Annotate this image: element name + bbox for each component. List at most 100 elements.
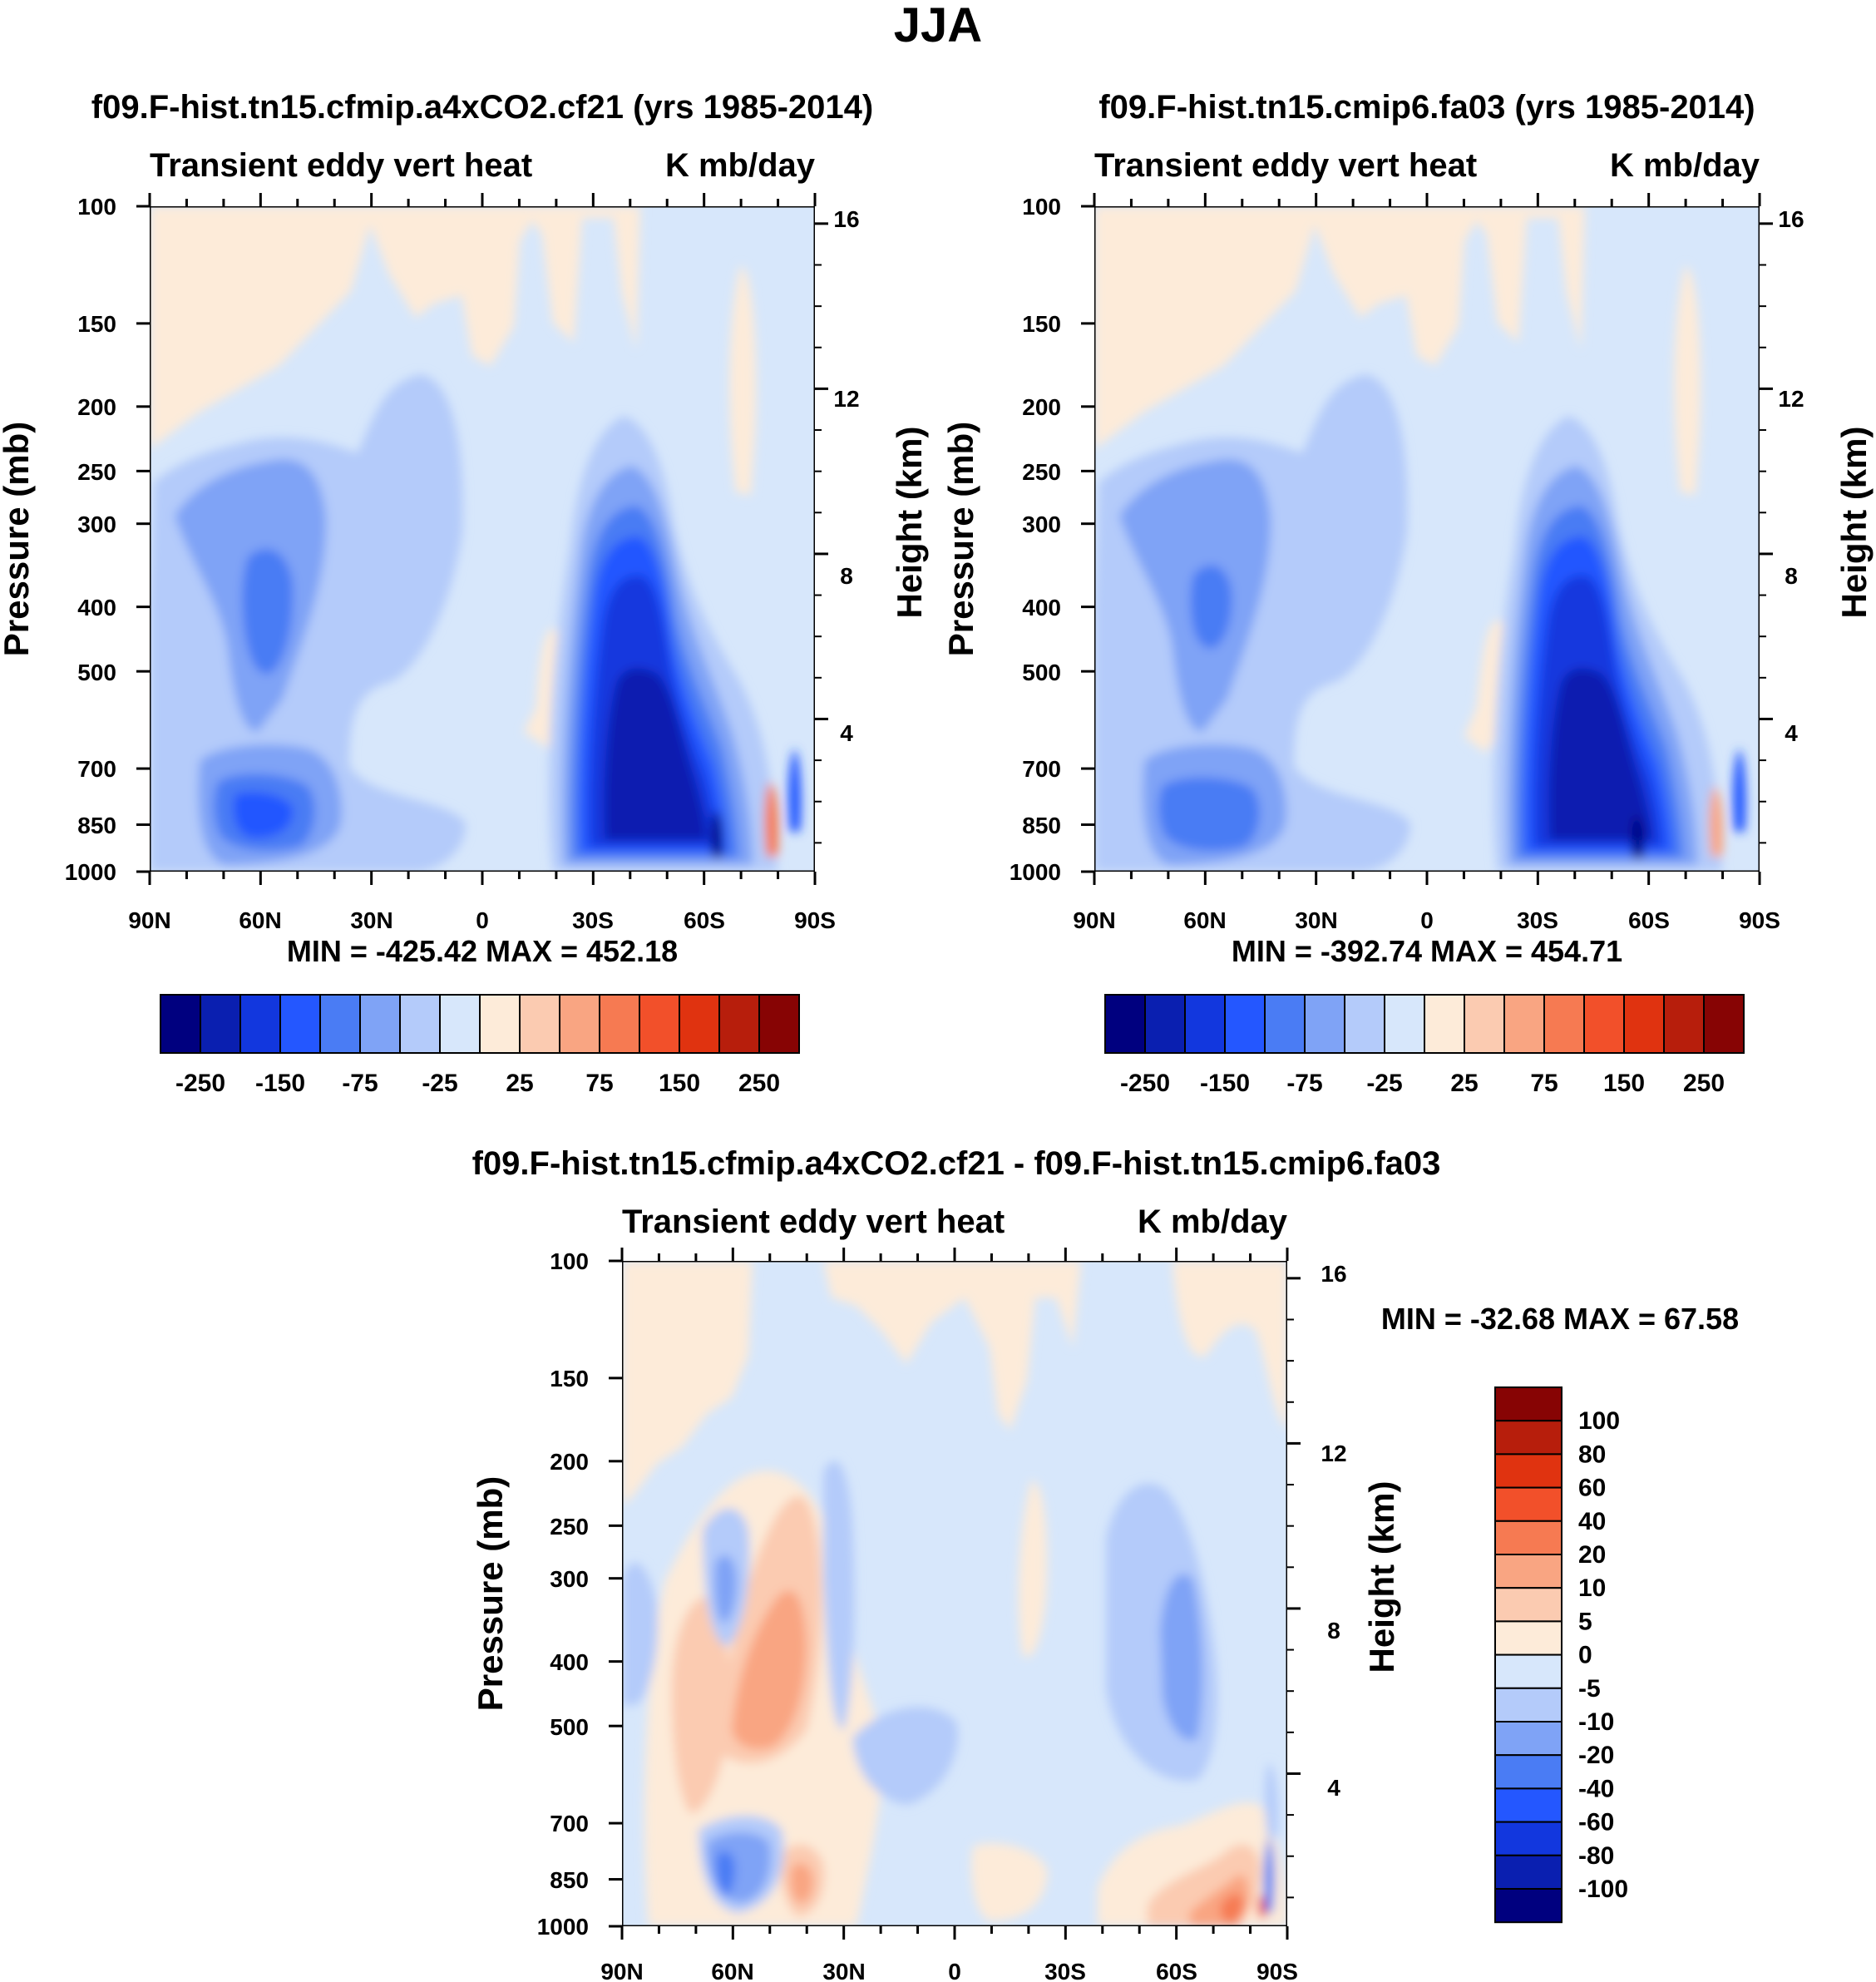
colorbar-swatch xyxy=(679,994,720,1054)
contour-lowlevel-b3 xyxy=(1158,777,1260,851)
x-tick-label: 90S xyxy=(794,907,836,933)
figure-title: JJA xyxy=(894,0,982,52)
colorbar-swatch xyxy=(1264,994,1306,1054)
y-tick-label: 850 xyxy=(77,813,116,838)
x-tick-label: 30N xyxy=(822,1959,865,1982)
contour-pos-polar-l4 xyxy=(1220,1893,1243,1923)
colorbar-swatch xyxy=(1424,994,1465,1054)
panel-a-y-right-axis: 16 12 8 4 Height (km) xyxy=(833,206,929,746)
panel-b-y-axis: 100 150 200 250 300 400 500 700 850 1000… xyxy=(941,194,1061,885)
colorbar-label: -75 xyxy=(342,1070,378,1097)
colorbar-swatch xyxy=(1494,1754,1563,1790)
y-right-axis-label: Height (km) xyxy=(890,427,929,619)
panel-a-stats: MIN = -425.42 MAX = 452.18 xyxy=(287,934,678,968)
panel-a-colorbar: -250 -150 -75 -25 25 75 150 250 xyxy=(160,994,800,1097)
colorbar-swatch xyxy=(1494,1620,1563,1656)
x-tick-label: 90N xyxy=(600,1959,643,1982)
colorbar-label: 25 xyxy=(1450,1070,1478,1097)
y-tick-label: 300 xyxy=(1022,512,1061,537)
contour-pos-lower-cell-l3 xyxy=(790,1863,813,1904)
panel-c-stats: MIN = -32.68 MAX = 67.58 xyxy=(1381,1302,1739,1336)
panel-b-y-right-axis: 16 12 8 4 Height (km) xyxy=(1778,206,1874,746)
colorbar-swatch xyxy=(1494,1687,1563,1723)
height-tick-label: 8 xyxy=(1785,563,1798,589)
panel-b-colorbar: -250 -150 -75 -25 25 75 150 250 xyxy=(1104,994,1745,1097)
colorbar-swatch xyxy=(200,994,241,1054)
contour-positive-upper xyxy=(150,206,640,449)
colorbar-swatch xyxy=(1503,994,1545,1054)
contour-neg-polar-edge-top xyxy=(1265,1763,1278,1838)
field-shapes xyxy=(150,206,802,872)
contour-positive-upper-left xyxy=(622,1261,753,1505)
colorbar-swatch xyxy=(758,994,800,1054)
x-tick-label: 0 xyxy=(948,1959,961,1982)
contour-positive-lower-mid xyxy=(971,1843,1048,1921)
axis-ticks xyxy=(136,193,828,885)
y-tick-label: 200 xyxy=(1022,394,1061,420)
colorbar-swatch xyxy=(239,994,281,1054)
colorbar-swatch xyxy=(1583,994,1625,1054)
colorbar-swatch xyxy=(1494,1721,1563,1757)
y-tick-label: 200 xyxy=(77,394,116,420)
colorbar-label: 250 xyxy=(738,1070,780,1097)
colorbar-swatch xyxy=(1543,994,1585,1054)
panel-c-y-axis: 100 150 200 250 300 400 500 700 850 1000… xyxy=(471,1248,589,1940)
colorbar-swatch xyxy=(599,994,640,1054)
contour-pos-l3-column xyxy=(732,1590,807,1750)
colorbar-label: 150 xyxy=(1603,1070,1645,1097)
height-tick-label: 4 xyxy=(1785,720,1798,746)
contour-pos-polar-l6 xyxy=(1257,1896,1266,1918)
field-shapes xyxy=(1094,206,1746,872)
height-tick-label: 12 xyxy=(1778,386,1804,412)
height-tick-label: 12 xyxy=(833,386,859,412)
panel-b-x-axis: 90N 60N 30N 0 30S 60S 90S xyxy=(1073,907,1780,933)
x-tick-label: 90N xyxy=(128,907,170,933)
x-tick-label: 60S xyxy=(684,907,725,933)
colorbar-swatch xyxy=(1494,1453,1563,1489)
colorbar-label: 75 xyxy=(585,1070,613,1097)
colorbar-swatch xyxy=(160,994,201,1054)
panel-c-variable-label: Transient eddy vert heat xyxy=(622,1204,1005,1240)
panel-b-title: f09.F-hist.tn15.cmip6.fa03 (yrs 1985-201… xyxy=(1098,89,1755,126)
panel-a-y-axis: 100 150 200 250 300 400 500 700 850 1000… xyxy=(0,194,116,885)
colorbar-swatch xyxy=(1224,994,1266,1054)
y-tick-label: 1000 xyxy=(537,1914,589,1940)
contour-neg-sh-l2 xyxy=(1160,1574,1203,1741)
panel-c-units-label: K mb/day xyxy=(1138,1204,1288,1240)
contour-neg-low-cell-l3 xyxy=(716,1851,735,1896)
contour-positive-upper-right xyxy=(1172,1261,1287,1431)
x-tick-label: 30N xyxy=(350,907,392,933)
y-tick-label: 400 xyxy=(550,1649,589,1675)
colorbar-swatch xyxy=(1384,994,1425,1054)
x-tick-label: 60S xyxy=(1156,1959,1197,1982)
panel-difference: f09.F-hist.tn15.cfmip.a4xCO2.cf21 - f09.… xyxy=(471,1145,1739,1982)
colorbar-swatch xyxy=(279,994,321,1054)
colorbar-swatch xyxy=(1494,1888,1563,1924)
contour-polar-blue xyxy=(787,749,802,832)
height-tick-label: 4 xyxy=(1327,1775,1340,1801)
x-tick-label: 90N xyxy=(1073,907,1115,933)
panel-b-stats: MIN = -392.74 MAX = 454.71 xyxy=(1232,934,1622,968)
colorbar-swatch xyxy=(519,994,560,1054)
colorbar-label: -60 xyxy=(1578,1809,1614,1836)
colorbar-label: -40 xyxy=(1578,1775,1614,1802)
contour-sh-b7 xyxy=(711,811,723,858)
y-tick-label: 300 xyxy=(77,512,116,537)
contour-lowlevel-b4 xyxy=(233,792,294,838)
panel-a-x-axis: 90N 60N 30N 0 30S 60S 90S xyxy=(128,907,836,933)
panel-a-contour-field xyxy=(150,206,815,872)
contour-neg-column-30n xyxy=(823,1461,855,1730)
y-tick-label: 400 xyxy=(77,595,116,620)
contour-level-b3 xyxy=(1190,565,1232,649)
colorbar-label: -250 xyxy=(1120,1070,1170,1097)
contour-sh-b6 xyxy=(1548,668,1651,840)
contour-polar-red xyxy=(764,782,779,857)
x-tick-label: 30N xyxy=(1295,907,1337,933)
colorbar-swatch xyxy=(1494,1554,1563,1589)
colorbar-swatch xyxy=(1494,1854,1563,1891)
contour-neg-upper-col-l2 xyxy=(714,1554,737,1624)
y-tick-label: 500 xyxy=(77,660,116,685)
y-tick-label: 700 xyxy=(77,756,116,782)
x-tick-label: 0 xyxy=(1420,907,1434,933)
panel-a-title: f09.F-hist.tn15.cfmip.a4xCO2.cf21 (yrs 1… xyxy=(91,89,873,126)
